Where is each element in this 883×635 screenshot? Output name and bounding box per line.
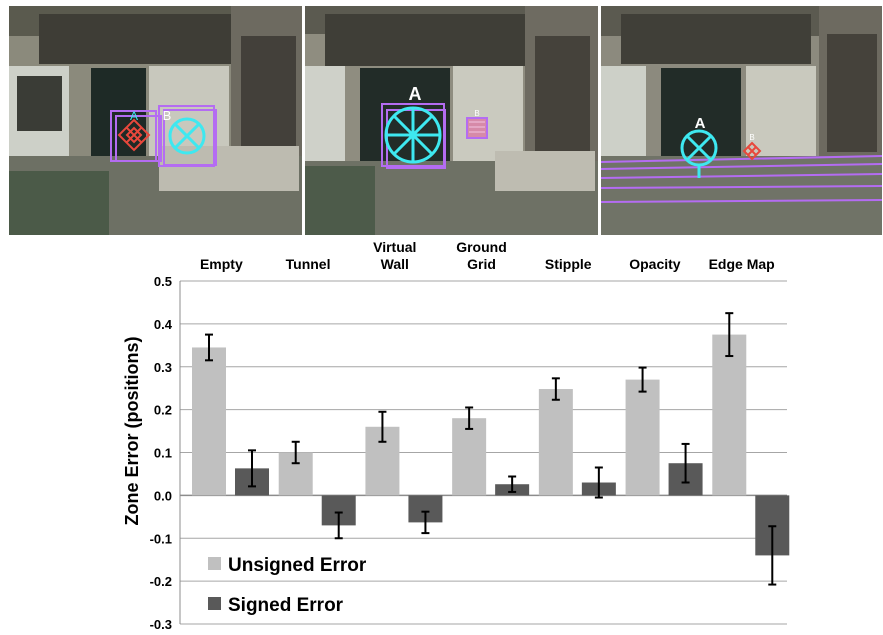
marker-b-label: B bbox=[474, 109, 479, 118]
error-bar-0-3 bbox=[465, 406, 474, 430]
category-label: Virtual Wall bbox=[373, 239, 416, 272]
legend: Unsigned Error Signed Error bbox=[208, 555, 367, 616]
marker-a-label: A bbox=[409, 84, 422, 104]
legend-swatch-unsigned bbox=[208, 557, 221, 570]
zone-error-chart: 0.5 0.4 0.3 0.2 0.1 0.0 -0.1 -0.2 -0.3 Empty Tunn… bbox=[122, 239, 790, 632]
legend-label-unsigned: Unsigned Error bbox=[228, 555, 367, 576]
category-labels: Empty Tunnel Virtual Wall Ground Grid Stipple O… bbox=[200, 239, 775, 272]
error-bar-0-0 bbox=[205, 333, 213, 362]
marker-a-label: A bbox=[130, 109, 138, 123]
error-bar-1-1 bbox=[334, 511, 343, 540]
category-label: Empty bbox=[200, 256, 243, 272]
category-label: Edge Map bbox=[709, 256, 775, 272]
error-bar-1-5 bbox=[681, 442, 690, 484]
error-bar-0-5 bbox=[638, 366, 647, 393]
error-bar-1-3 bbox=[508, 475, 517, 493]
marker-b-circle-x bbox=[168, 117, 206, 155]
y-tick-label: -0.3 bbox=[150, 617, 172, 632]
bar-unsigned-0 bbox=[192, 347, 226, 496]
category-label: Opacity bbox=[629, 256, 681, 272]
scene-photo-virtual-wall: A B bbox=[305, 6, 598, 235]
error-bar-1-2 bbox=[421, 510, 430, 535]
error-bar-0-4 bbox=[551, 377, 560, 401]
bar-unsigned-5 bbox=[625, 379, 660, 496]
error-bar-0-2 bbox=[378, 410, 387, 443]
target-frames bbox=[110, 105, 217, 167]
error-bar-0-6 bbox=[725, 312, 734, 358]
y-tick-label: 0.1 bbox=[154, 446, 172, 461]
error-bar-1-0 bbox=[248, 449, 256, 488]
marker-a-label: A bbox=[695, 115, 706, 132]
y-axis-ticks: 0.5 0.4 0.3 0.2 0.1 0.0 -0.1 -0.2 -0.3 bbox=[150, 274, 173, 632]
category-label: Stipple bbox=[545, 256, 592, 272]
marker-a-diamond bbox=[117, 118, 151, 152]
marker-a-circle-spokes bbox=[384, 106, 442, 164]
y-tick-label: 0.2 bbox=[154, 403, 172, 418]
marker-b-label: B bbox=[163, 108, 172, 123]
error-bars bbox=[205, 312, 777, 586]
error-bar-1-4 bbox=[594, 466, 603, 499]
ground-grid-lines bbox=[601, 155, 882, 203]
error-bar-0-1 bbox=[291, 440, 300, 465]
scene-photo-empty: A B bbox=[9, 6, 302, 235]
scene-photo-ground-grid: A B bbox=[601, 6, 882, 235]
marker-b-diamond bbox=[742, 141, 762, 161]
marker-b-hatched-square bbox=[466, 117, 488, 139]
y-tick-label: 0.5 bbox=[154, 274, 172, 289]
y-tick-label: 0.0 bbox=[154, 488, 172, 503]
bar-unsigned-3 bbox=[452, 418, 487, 496]
marker-b-label: B bbox=[749, 133, 754, 142]
marker-a-circle-x bbox=[680, 129, 718, 178]
category-label: Tunnel bbox=[286, 256, 331, 272]
y-tick-label: -0.1 bbox=[150, 531, 172, 546]
y-tick-label: 0.4 bbox=[154, 317, 173, 332]
category-label: Ground Grid bbox=[456, 239, 507, 272]
y-tick-label: -0.2 bbox=[150, 574, 172, 589]
bars bbox=[192, 334, 790, 556]
legend-swatch-signed bbox=[208, 597, 221, 610]
y-axis-title: Zone Error (positions) bbox=[122, 336, 142, 525]
bar-unsigned-6 bbox=[712, 334, 747, 496]
y-tick-label: 0.3 bbox=[154, 360, 172, 375]
bar-unsigned-4 bbox=[538, 389, 573, 496]
error-bar-1-6 bbox=[768, 525, 777, 586]
legend-label-signed: Signed Error bbox=[228, 595, 344, 616]
